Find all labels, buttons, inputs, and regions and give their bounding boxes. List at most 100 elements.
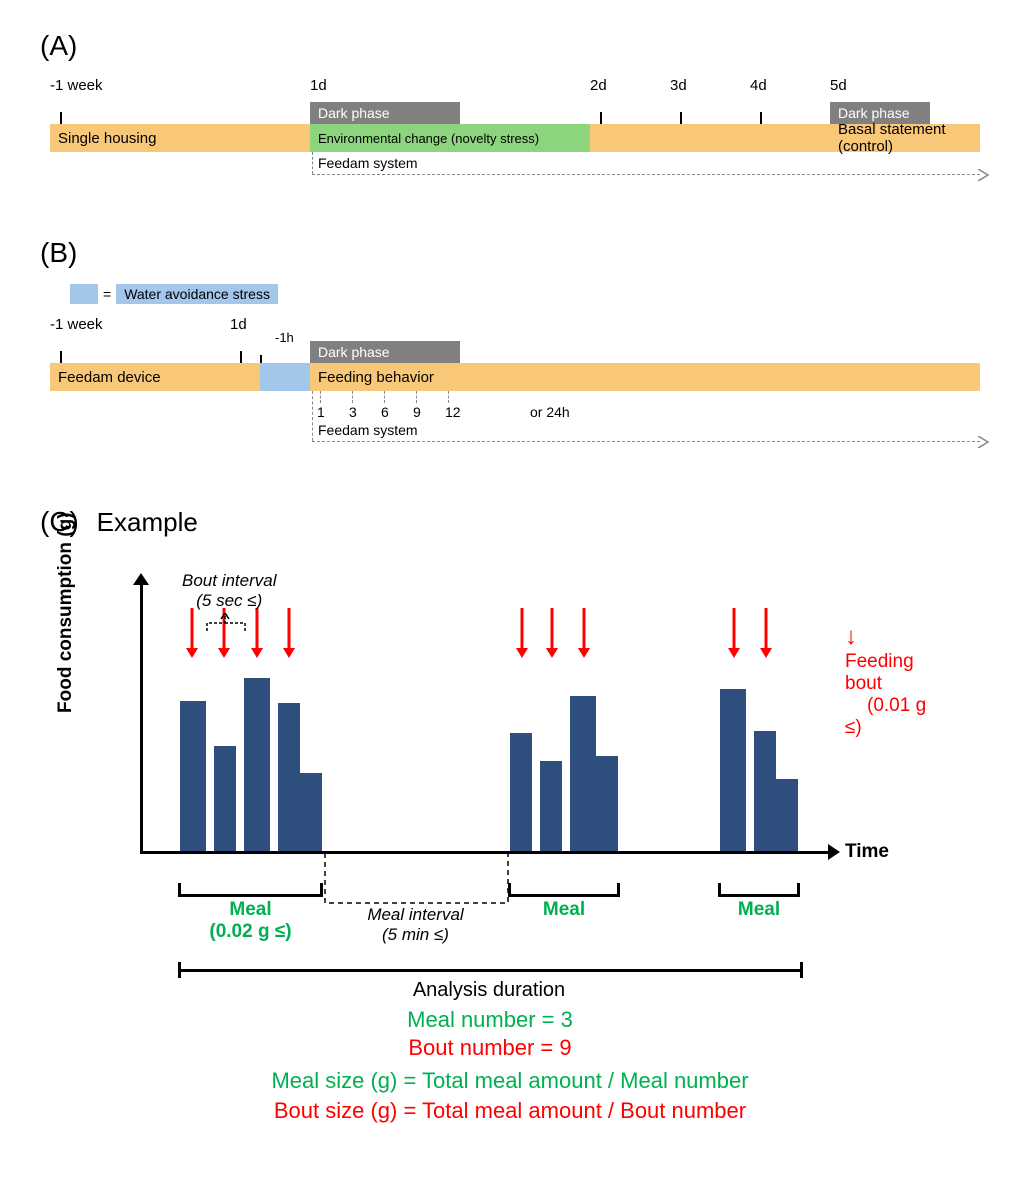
panel-c-label: (C) Example: [40, 506, 980, 538]
meal-label: Meal: [508, 899, 620, 921]
feedam-label: Feedam system: [318, 155, 418, 171]
tick-mark: [60, 112, 62, 124]
axis-arrow-icon: [828, 844, 842, 865]
legend-label: Water avoidance stress: [116, 284, 278, 304]
timeline-b: -1 week 1d -1h Dark phase Feedam device Feedi…: [50, 316, 980, 456]
legend-eq: =: [103, 286, 111, 302]
chart-bar: [540, 761, 562, 851]
meal-label: Meal(0.02 g ≤): [178, 899, 323, 943]
legend-b: = Water avoidance stress: [70, 284, 980, 304]
tick-label: 2d: [590, 77, 607, 94]
hour-tick: [384, 391, 385, 403]
feeding-bout-arrow-icon: [576, 608, 592, 665]
dash-connector: [312, 391, 313, 441]
hour-label-extra: or 24h: [530, 404, 570, 420]
panel-a: (A) -1 week1d2d3d4d5dDark phaseDark phas…: [40, 30, 980, 197]
analysis-cap: [800, 962, 803, 978]
timeline-bar: Environmental change (novelty stress): [310, 124, 590, 152]
feeding-bout-arrow-icon: [544, 608, 560, 665]
hour-tick: [448, 391, 449, 403]
bout-interval-bracket: [205, 613, 249, 638]
dash-connector: [312, 152, 313, 174]
formula-line: Meal size (g) = Total meal amount / Meal…: [40, 1068, 980, 1094]
feedam-label: Feedam system: [318, 422, 418, 438]
chart-bar: [244, 678, 270, 851]
tick-label: 3d: [670, 77, 687, 94]
tick-mark: [760, 112, 762, 124]
tick-label: -1 week: [50, 77, 103, 94]
chart-bar: [596, 756, 618, 851]
analysis-duration-bar: [178, 969, 800, 972]
tick-mark: [260, 355, 262, 363]
tick-label: 4d: [750, 77, 767, 94]
tick-label: 1d: [310, 77, 327, 94]
feeding-bout-arrow-icon: [184, 608, 200, 665]
meal-bracket: [508, 883, 620, 897]
chart-bar: [278, 703, 300, 851]
chart-bar: [180, 701, 206, 851]
hour-tick: [416, 391, 417, 403]
timeline-bar: Single housing: [50, 124, 310, 152]
chart-bar: [754, 731, 776, 851]
timeline-bar: [590, 124, 830, 152]
y-axis-label: Food consumption (g): [55, 512, 77, 713]
dark-phase-bar: Dark phase: [310, 102, 460, 124]
tick-label: -1 week: [50, 316, 103, 333]
summary-line: Meal number = 3: [110, 1007, 870, 1033]
hour-label: 6: [381, 404, 389, 420]
hour-tick: [320, 391, 321, 403]
summary-region: Meal(0.02 g ≤)MealMealMeal interval(5 mi…: [110, 883, 980, 1013]
chart-bar: [510, 733, 532, 851]
timeline-a: -1 week1d2d3d4d5dDark phaseDark phaseSin…: [50, 77, 980, 197]
arrow-head-icon: [978, 435, 990, 453]
feeding-bout-arrow-icon: [758, 608, 774, 665]
meal-bracket: [178, 883, 323, 897]
tick-label: 5d: [830, 77, 847, 94]
y-axis: [140, 583, 143, 853]
feeding-bout-legend: ↓ Feeding bout(0.01 g ≤): [845, 623, 930, 739]
chart-bar: [720, 689, 746, 851]
meal-label: Meal: [718, 899, 800, 921]
timeline-bar: Feeding behavior: [310, 363, 980, 391]
timeline-bar: Basal statement (control): [830, 124, 980, 152]
analysis-duration-label: Analysis duration: [178, 979, 800, 1002]
x-axis-label: Time: [845, 841, 889, 863]
tick-label: -1h: [275, 330, 294, 345]
chart-c: Food consumption (g) TimeBout interval(5…: [110, 553, 930, 883]
formulas: Meal size (g) = Total meal amount / Meal…: [40, 1068, 980, 1124]
feeding-bout-arrow-icon: [249, 608, 265, 665]
hour-label: 12: [445, 404, 461, 420]
formula-line: Bout size (g) = Total meal amount / Bout…: [40, 1098, 980, 1124]
hour-label: 1: [317, 404, 325, 420]
tick-mark: [240, 351, 242, 363]
legend-swatch: [70, 284, 98, 304]
feeding-bout-arrow-icon: [726, 608, 742, 665]
tick-label: 1d: [230, 316, 247, 333]
chart-bar: [300, 773, 322, 851]
panel-c-example: Example: [97, 507, 198, 537]
bout-interval-label: Bout interval(5 sec ≤): [182, 571, 277, 611]
chart-bar: [776, 779, 798, 851]
tick-mark: [60, 351, 62, 363]
chart-bar: [214, 746, 236, 851]
panel-b: (B) = Water avoidance stress -1 week1d-1…: [40, 237, 980, 456]
hour-label: 3: [349, 404, 357, 420]
feeding-bout-arrow-icon: [514, 608, 530, 665]
panel-a-label: (A): [40, 30, 980, 62]
hour-label: 9: [413, 404, 421, 420]
dark-phase-bar: Dark phase: [310, 341, 460, 363]
feeding-bout-arrow-icon: [281, 608, 297, 665]
meal-interval-label: Meal interval(5 min ≤): [323, 905, 508, 945]
tick-mark: [680, 112, 682, 124]
arrow-head-icon: [978, 168, 990, 186]
hour-tick: [352, 391, 353, 403]
panel-b-label: (B): [40, 237, 980, 269]
dash-arrow-line: [312, 441, 980, 442]
summary-line: Bout number = 9: [110, 1035, 870, 1061]
analysis-cap: [178, 962, 181, 978]
panel-c: (C) Example Food consumption (g) TimeBou…: [40, 506, 980, 1124]
dash-arrow-line: [312, 174, 980, 175]
timeline-bar: Feedam device: [50, 363, 260, 391]
axis-arrow-icon: [133, 573, 149, 592]
meal-bracket: [718, 883, 800, 897]
